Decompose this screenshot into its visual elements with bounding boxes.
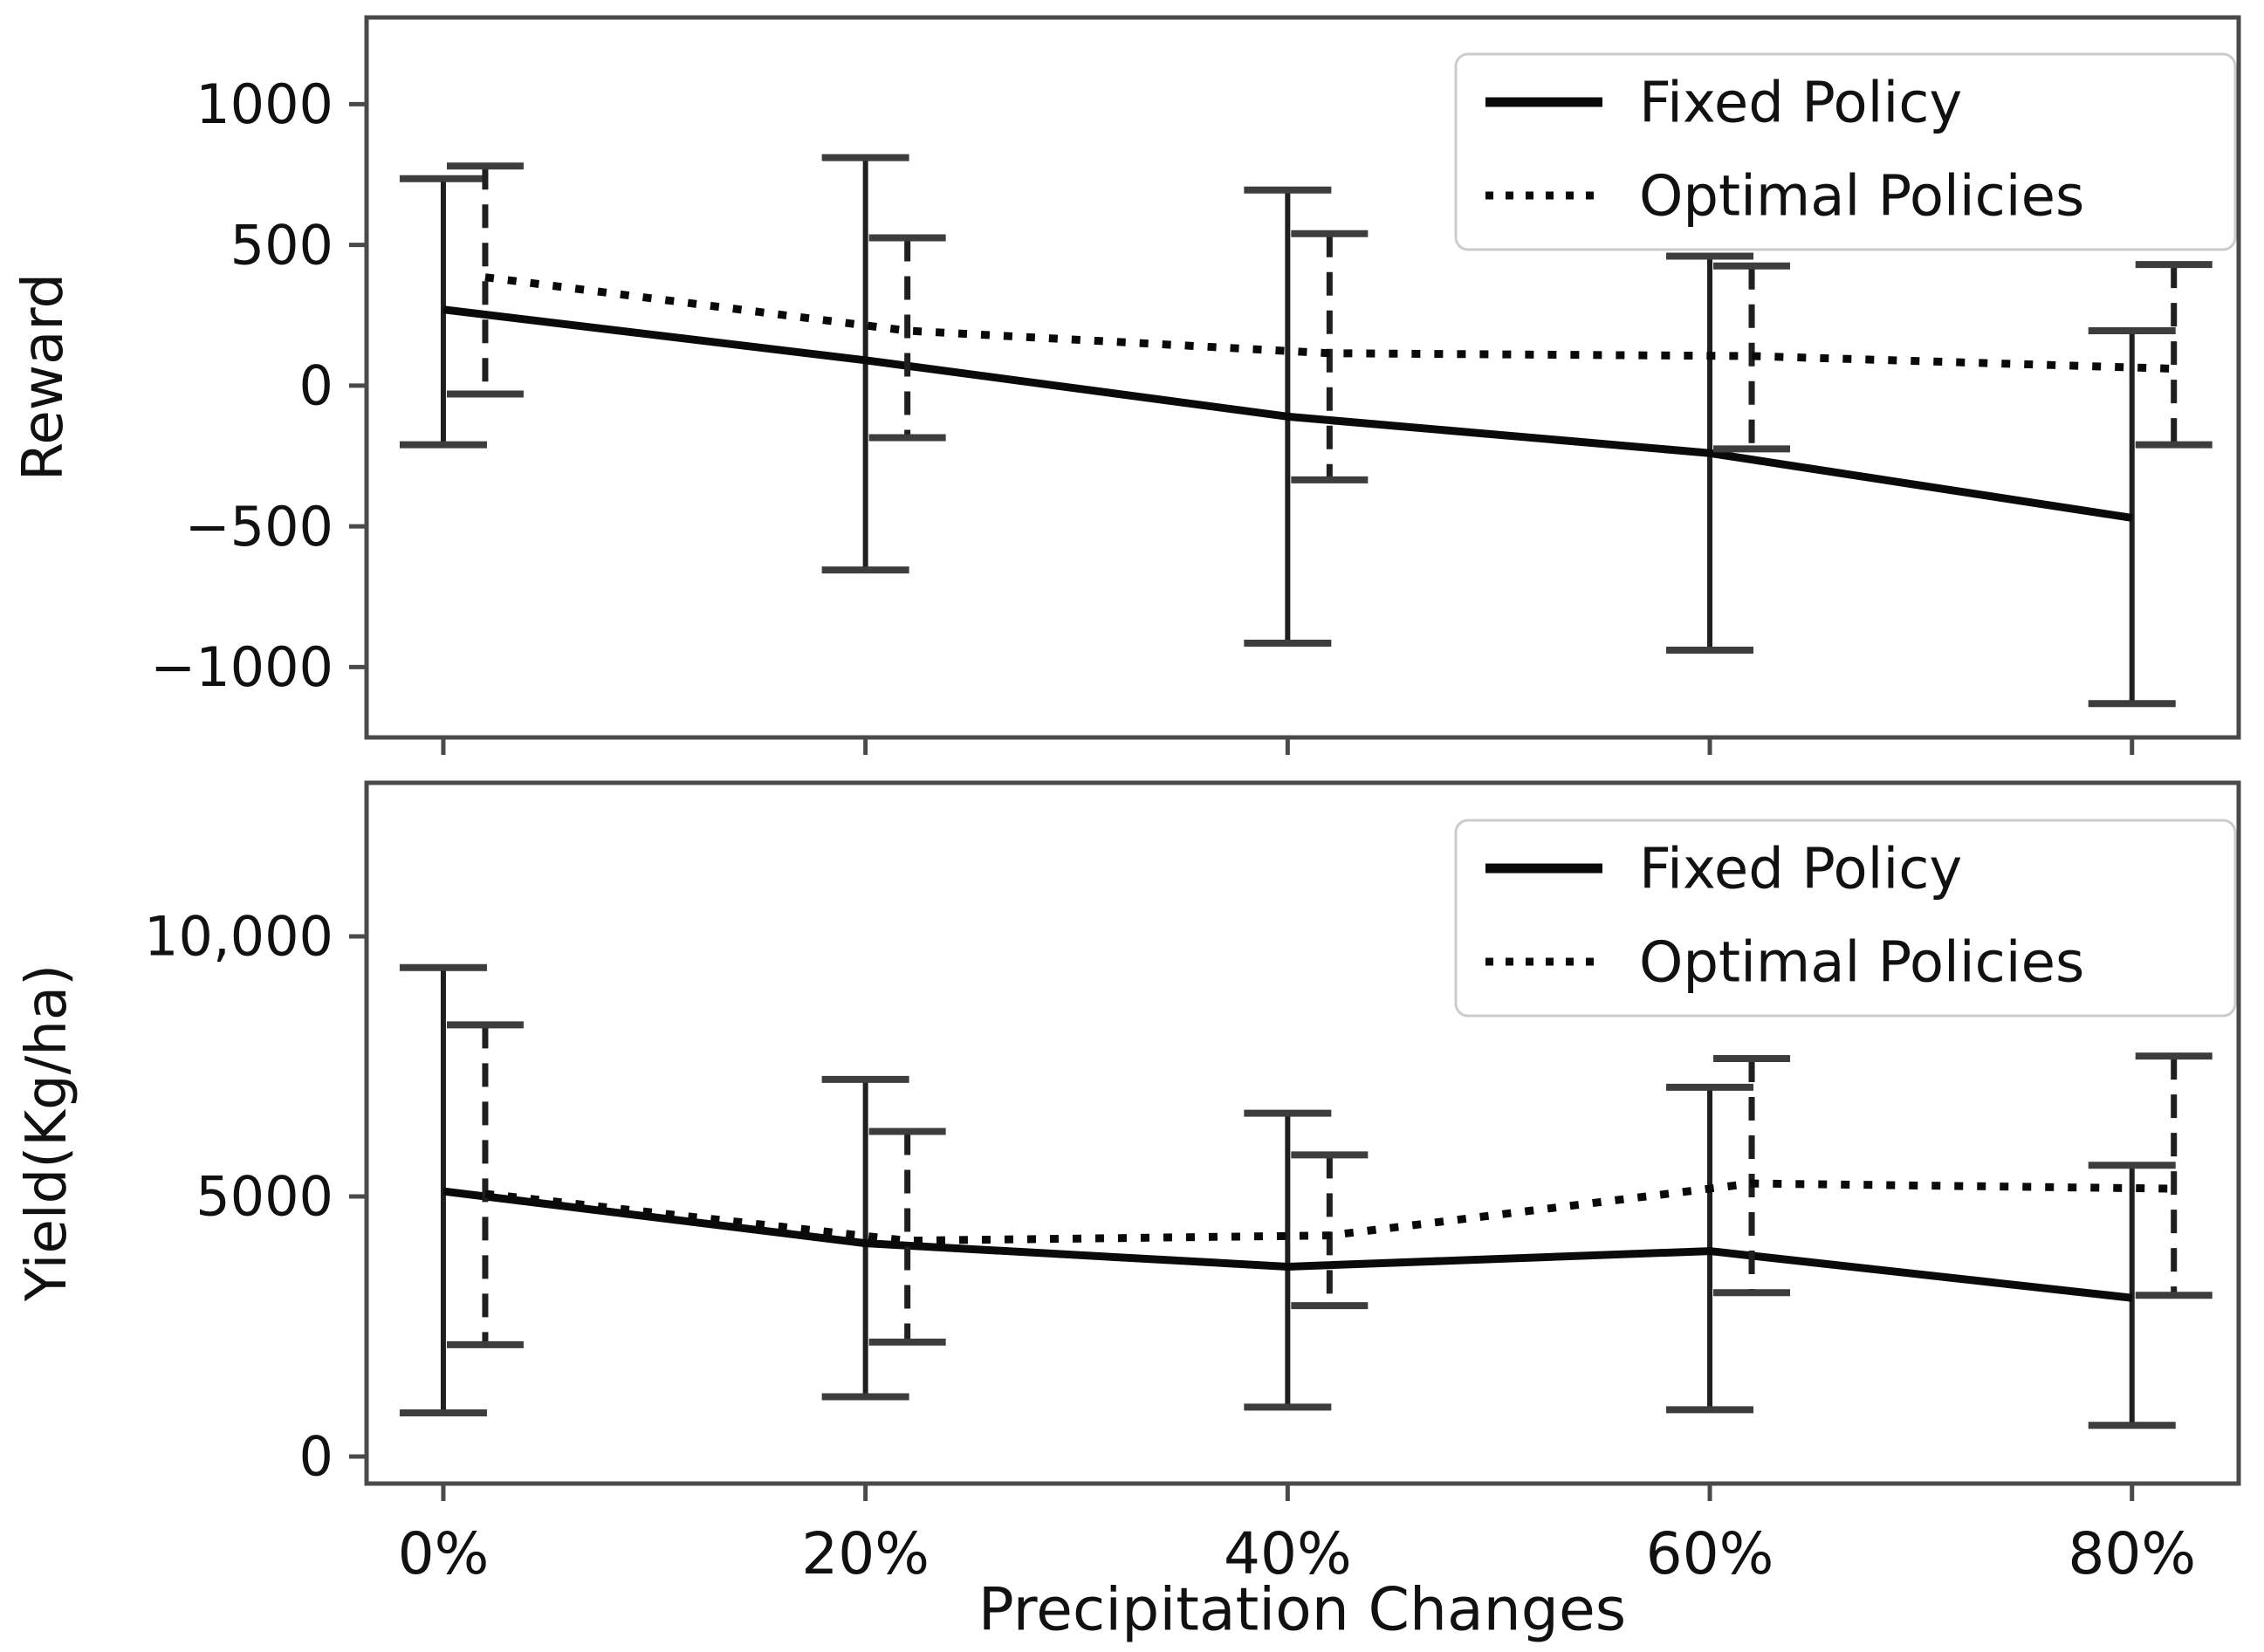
error-bar	[1244, 1109, 1332, 1411]
error-bar	[446, 162, 524, 398]
x-tick-label: 60%	[1646, 1520, 1774, 1587]
legend-box	[1454, 52, 2237, 251]
plot-border	[364, 15, 2241, 740]
x-tick-label: 40%	[1224, 1520, 1352, 1587]
legend-label: Fixed Policy	[1639, 71, 1962, 135]
y-tick-label: −1000	[150, 635, 333, 699]
y-tick-label: −500	[185, 495, 333, 559]
error-bar	[2135, 261, 2213, 449]
y-tick-label: 0	[299, 354, 333, 418]
error-bar	[868, 234, 946, 442]
optimal-policies-series	[446, 1021, 2213, 1348]
legend: Fixed Policy Optimal Policies	[1454, 52, 2237, 251]
error-bar	[1291, 1151, 1369, 1310]
legend: Fixed Policy Optimal Policies	[1454, 819, 2237, 1018]
legend-label: Optimal Policies	[1639, 930, 2084, 995]
legend-label: Optimal Policies	[1639, 164, 2084, 229]
y-axis-label-yield: Yield(Kg/ha)	[15, 963, 79, 1302]
error-bar	[1713, 262, 1791, 453]
y-tick-label: 0	[299, 1425, 333, 1489]
fixed-policy-line	[443, 305, 2133, 522]
x-tick-label: 0%	[398, 1520, 490, 1587]
y-tick-label: 10,000	[144, 905, 333, 969]
error-bar	[1713, 1055, 1791, 1297]
fixed-policy-series	[399, 154, 2176, 708]
x-tick-label: 20%	[801, 1520, 930, 1587]
error-bar	[821, 1075, 909, 1401]
fixed-policy-series	[399, 963, 2176, 1429]
x-axis-label: Precipitation Changes	[978, 1575, 1627, 1645]
optimal-policies-line	[484, 1179, 2174, 1245]
error-bar	[399, 963, 487, 1416]
optimal-policies-line	[484, 273, 2174, 373]
error-bar	[868, 1128, 946, 1346]
yield-panel: 10,000 5000 0 0% 20% 40% 60% 80% Fixed Policy Opt…	[144, 780, 2241, 1587]
x-tick-label: 80%	[2068, 1520, 2196, 1587]
legend-box	[1454, 819, 2237, 1018]
y-tick-label: 500	[230, 213, 333, 277]
optimal-policies-series	[446, 162, 2213, 483]
fixed-policy-line	[443, 1187, 2133, 1302]
y-tick-label: 5000	[196, 1165, 333, 1229]
reward-panel: 1000 500 0 −500 −1000 Fixed Policy Optimal Pol…	[150, 15, 2241, 755]
y-axis-label-reward: Reward	[11, 272, 76, 482]
legend-label: Fixed Policy	[1639, 837, 1962, 901]
error-bar	[2135, 1052, 2213, 1299]
y-tick-label: 1000	[196, 72, 333, 136]
error-bar	[446, 1021, 524, 1348]
plot-border	[364, 780, 2241, 1486]
